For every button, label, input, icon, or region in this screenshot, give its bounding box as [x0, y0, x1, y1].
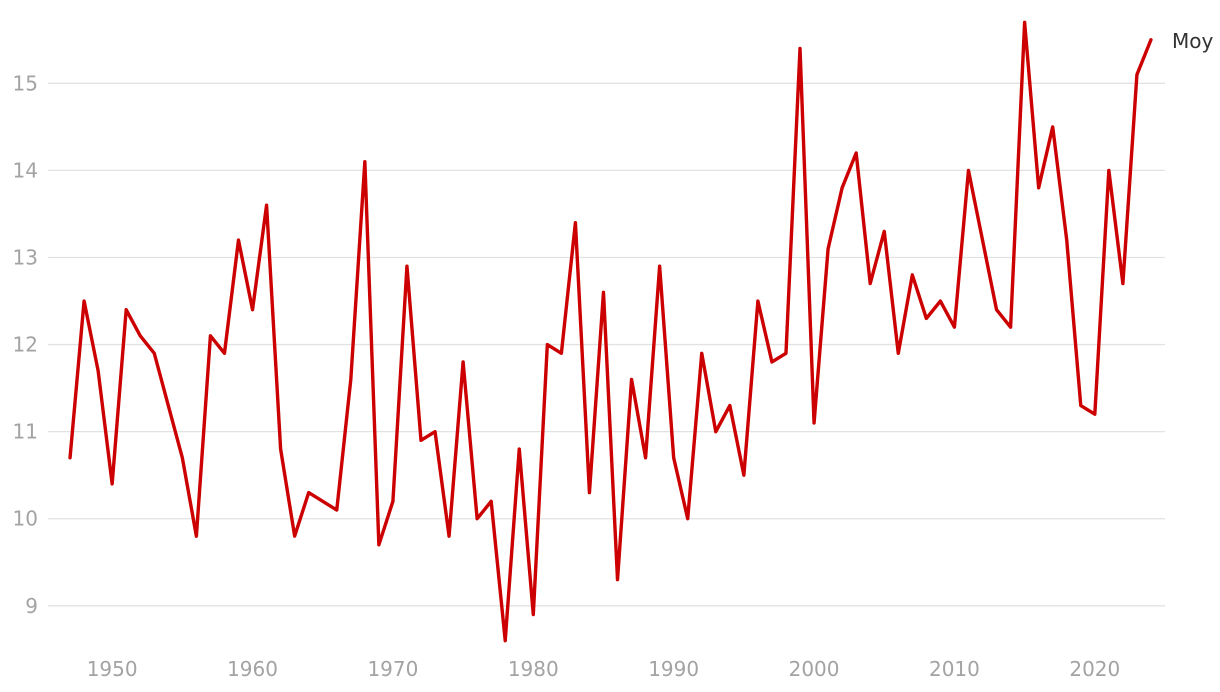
x-axis-tick-labels: 1950 1960 1970 1980 1990 2000 2010 2020: [87, 657, 1121, 681]
x-tick-label: 2000: [789, 657, 840, 681]
series-label: Moy: [1172, 29, 1213, 53]
x-tick-label: 1950: [87, 657, 138, 681]
x-tick-label: 1960: [227, 657, 278, 681]
y-tick-label: 14: [13, 158, 38, 182]
series-group: Moy: [68, 20, 1213, 643]
y-tick-label: 12: [13, 333, 38, 357]
y-tick-label: 15: [13, 71, 38, 95]
y-tick-label: 11: [13, 420, 38, 444]
y-tick-label: 13: [13, 245, 38, 269]
y-axis-tick-labels: 9 10 11 12 13 14 15: [13, 71, 38, 618]
x-tick-label: 1970: [367, 657, 418, 681]
y-tick-label: 10: [13, 507, 38, 531]
series-line-moy: [68, 20, 1153, 643]
x-tick-label: 2010: [929, 657, 980, 681]
x-tick-label: 2020: [1069, 657, 1120, 681]
y-tick-label: 9: [25, 594, 38, 618]
x-tick-label: 1990: [648, 657, 699, 681]
gridlines: [48, 82, 1165, 607]
x-tick-label: 1980: [508, 657, 559, 681]
